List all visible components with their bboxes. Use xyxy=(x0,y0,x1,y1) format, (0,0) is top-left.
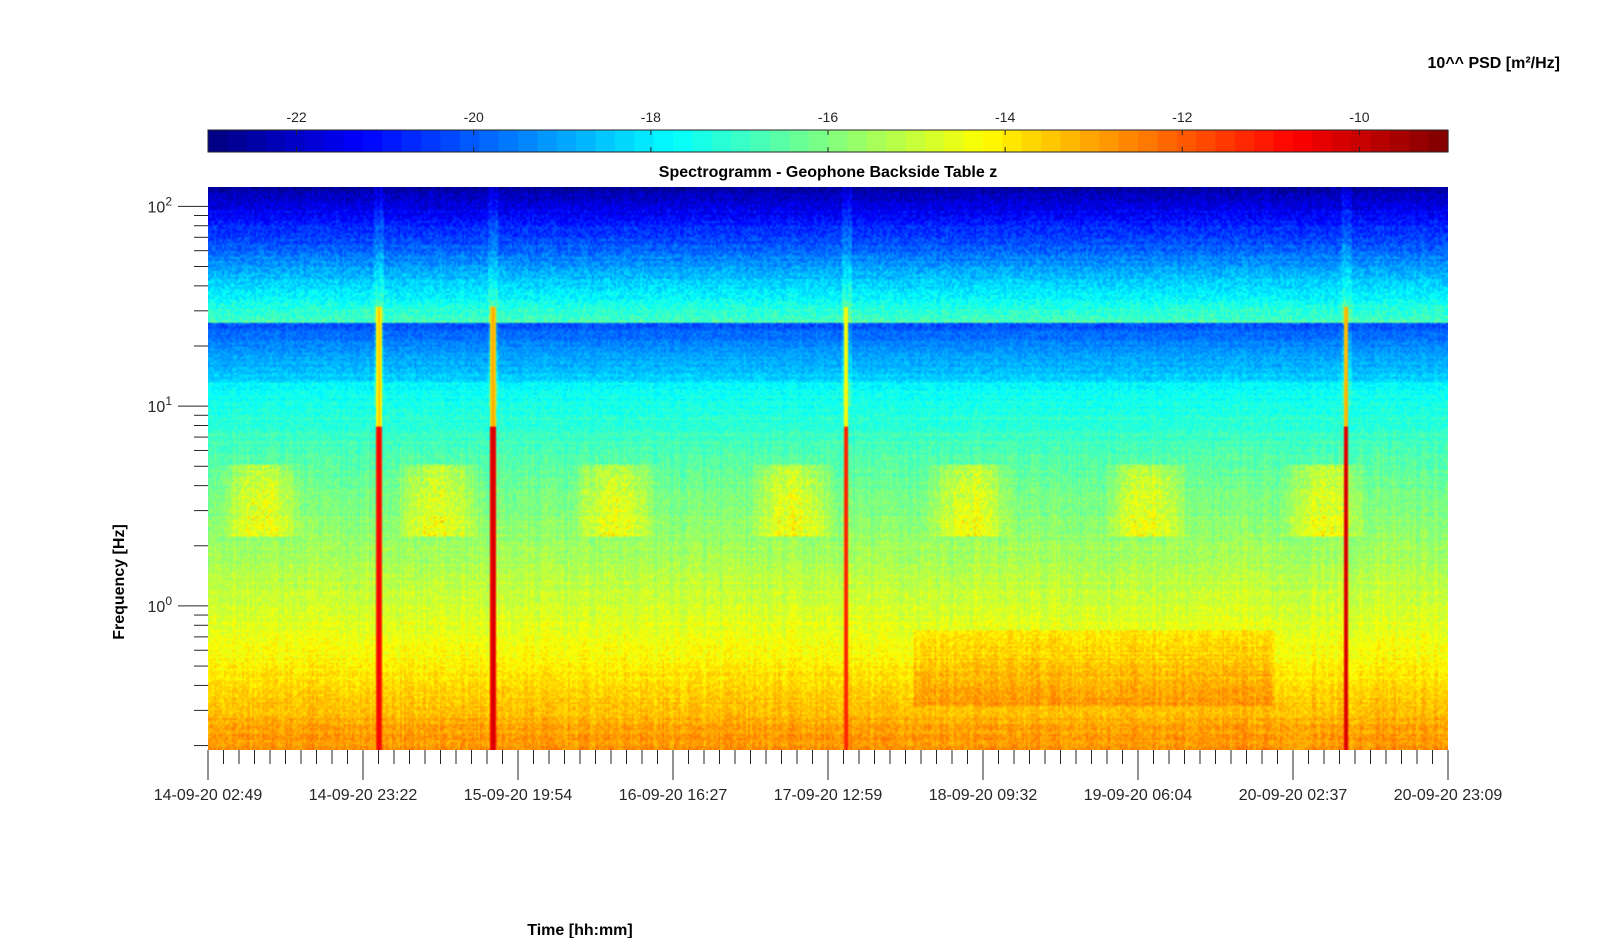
x-axis: 14-09-20 02:49 14-09-20 23:22 15-09-20 19:… xyxy=(154,750,1503,804)
x-axis-label: Time [hh:mm] xyxy=(527,922,632,938)
x-tick-label: 17-09-20 12:59 xyxy=(774,787,883,804)
x-tick-label: 16-09-20 16:27 xyxy=(619,787,728,804)
y-axis: 100 101 102 xyxy=(148,194,208,747)
y-tick-label: 101 xyxy=(148,394,173,416)
y-tick-label: 100 xyxy=(148,594,173,616)
colorbar-tick-label: -22 xyxy=(286,109,306,125)
x-tick-label: 14-09-20 02:49 xyxy=(154,787,263,804)
y-tick-label: 102 xyxy=(148,194,173,216)
colorbar-tick-label: -14 xyxy=(995,109,1015,125)
colorbar-tick-label: -16 xyxy=(818,109,838,125)
colorbar-tick-label: -10 xyxy=(1349,109,1369,125)
x-tick-label: 14-09-20 23:22 xyxy=(309,787,418,804)
x-tick-label: 20-09-20 02:37 xyxy=(1239,787,1348,804)
y-axis-label: Frequency [Hz] xyxy=(111,524,128,640)
colorbar-tick-label: -18 xyxy=(641,109,661,125)
plot-area xyxy=(208,187,1448,750)
spectrogram-image xyxy=(208,187,1448,750)
x-tick-label: 20-09-20 23:09 xyxy=(1394,787,1503,804)
colorbar-label: 10^^ PSD [m²/Hz] xyxy=(1428,55,1560,72)
colorbar-tick-label: -20 xyxy=(464,109,484,125)
x-tick-label: 18-09-20 09:32 xyxy=(929,787,1038,804)
colorbar: -22 -20 -18 -16 -14 -12 -10 xyxy=(207,109,1449,153)
x-tick-label: 15-09-20 19:54 xyxy=(464,787,573,804)
chart-title: Spectrogramm - Geophone Backside Table z xyxy=(659,164,997,181)
x-tick-label: 19-09-20 06:04 xyxy=(1084,787,1193,804)
colorbar-tick-label: -12 xyxy=(1172,109,1192,125)
